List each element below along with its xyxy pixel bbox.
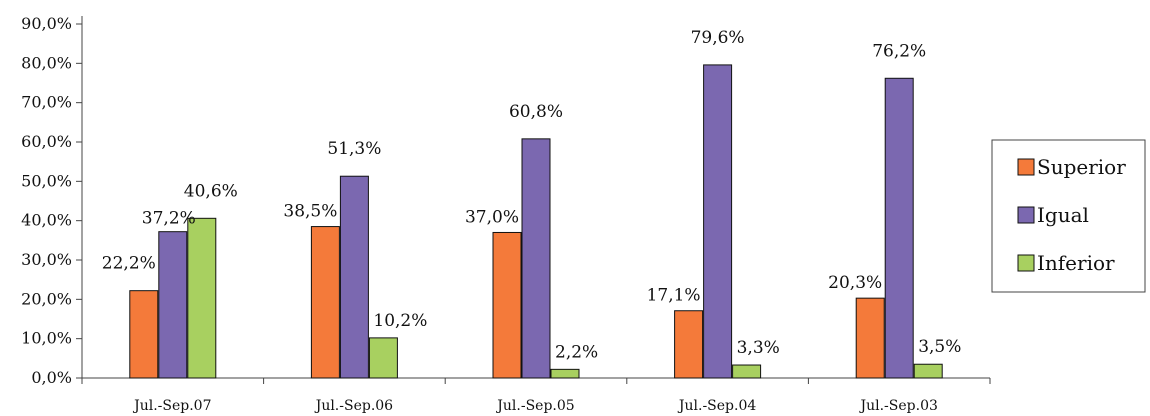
data-label-superior-4: 17,1% xyxy=(647,286,701,306)
y-tick-label: 50,0% xyxy=(21,171,72,190)
legend-label-inferior: Inferior xyxy=(1037,251,1115,275)
bar-igual-1 xyxy=(158,231,188,379)
bar-inferior-4 xyxy=(732,364,762,379)
bar-superior-1 xyxy=(129,290,159,379)
data-label-inferior-5: 3,5% xyxy=(918,337,961,357)
legend-label-superior: Superior xyxy=(1037,155,1126,179)
x-tick-label: Jul.-Sep.06 xyxy=(314,398,393,414)
bar-superior-3 xyxy=(492,231,522,379)
y-tick-label: 70,0% xyxy=(21,93,72,112)
bar-igual-3 xyxy=(521,138,551,379)
data-label-inferior-2: 10,2% xyxy=(373,311,427,331)
y-tick-label: 20,0% xyxy=(21,289,72,308)
legend-swatch-igual xyxy=(1017,206,1035,224)
bar-igual-2 xyxy=(339,175,369,379)
x-axis-ticks: Jul.-Sep.07 Jul.-Sep.06 Jul.-Sep.05 Jul.-Se… xyxy=(81,378,991,414)
bar-igual-4 xyxy=(703,64,733,379)
bar-inferior-1 xyxy=(187,217,217,379)
bar-superior-2 xyxy=(310,226,340,379)
legend-swatch-superior xyxy=(1017,158,1035,176)
y-tick-label: 30,0% xyxy=(21,250,72,269)
x-tick-label: Jul.-Sep.07 xyxy=(132,398,211,414)
y-tick-label: 40,0% xyxy=(21,211,72,230)
data-label-igual-2: 51,3% xyxy=(327,139,381,159)
bar-superior-4 xyxy=(674,310,704,379)
x-tick-label: Jul.-Sep.03 xyxy=(859,398,938,414)
legend: Superior Igual Inferior xyxy=(991,139,1146,293)
x-tick-label: Jul.-Sep.04 xyxy=(677,398,756,414)
y-tick-label: 80,0% xyxy=(21,53,72,72)
bar-inferior-3 xyxy=(550,368,580,379)
data-label-inferior-3: 2,2% xyxy=(555,342,598,362)
bars xyxy=(129,64,943,379)
data-labels: 22,2% 37,2% 40,6% 38,5% 51,3% 10,2% 37,0% 60,8%… xyxy=(102,28,962,362)
data-label-superior-2: 38,5% xyxy=(283,202,337,222)
data-label-igual-4: 79,6% xyxy=(691,28,745,48)
data-label-superior-1: 22,2% xyxy=(102,254,156,274)
bar-igual-5 xyxy=(884,77,914,379)
y-tick-label: 0,0% xyxy=(31,368,72,387)
bar-inferior-2 xyxy=(368,337,398,379)
bar-inferior-5 xyxy=(913,363,943,379)
bar-superior-5 xyxy=(855,297,885,379)
data-label-superior-5: 20,3% xyxy=(828,273,882,293)
data-label-inferior-1: 40,6% xyxy=(184,181,238,201)
legend-swatch-inferior xyxy=(1017,254,1035,272)
data-label-igual-1: 37,2% xyxy=(142,209,196,229)
y-tick-label: 60,0% xyxy=(21,132,72,151)
y-axis-ticks: 0,0% 10,0% 20,0% 30,0% 40,0% 50,0% 60,0% 70,0% 8… xyxy=(21,14,82,387)
y-tick-label: 10,0% xyxy=(21,329,72,348)
x-tick-label: Jul.-Sep.05 xyxy=(495,398,574,414)
legend-label-igual: Igual xyxy=(1037,203,1089,227)
data-label-igual-5: 76,2% xyxy=(872,41,926,61)
data-label-igual-3: 60,8% xyxy=(509,102,563,122)
data-label-inferior-4: 3,3% xyxy=(737,338,780,358)
y-tick-label: 90,0% xyxy=(21,14,72,33)
data-label-superior-3: 37,0% xyxy=(465,207,519,227)
